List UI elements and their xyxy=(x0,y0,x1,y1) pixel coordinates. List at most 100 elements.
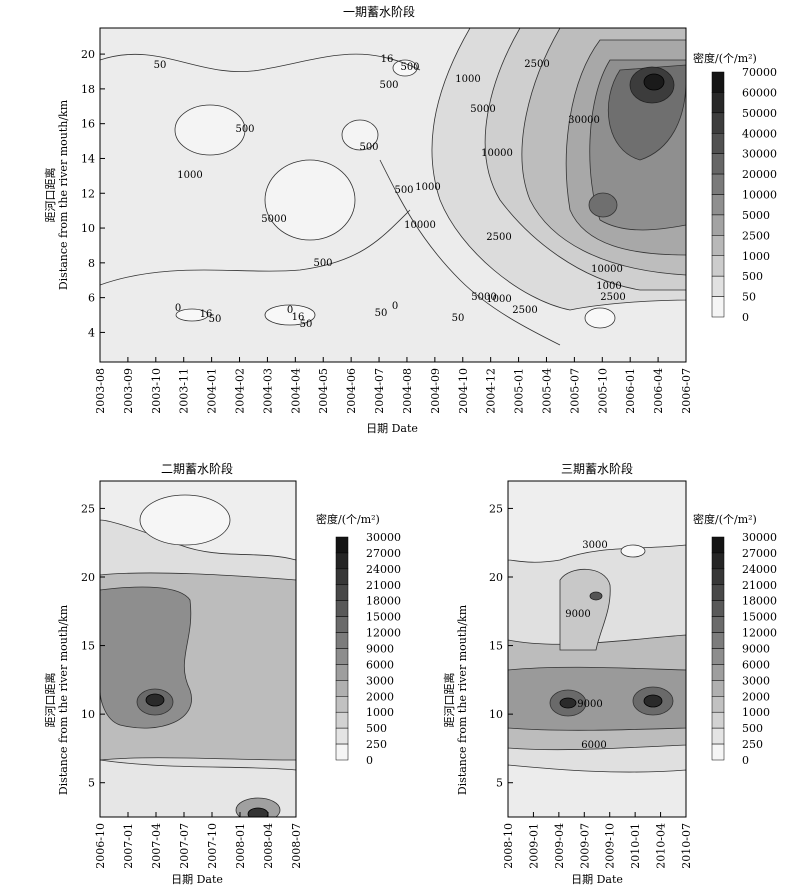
legend-swatch xyxy=(335,727,349,745)
legend-label: 30000 xyxy=(742,148,777,161)
contour-label: 0 xyxy=(175,303,181,314)
y-tick-label: 4 xyxy=(88,326,95,339)
legend-label: 15000 xyxy=(366,611,401,624)
contour-label: 1000 xyxy=(486,294,511,305)
y-tick-label: 14 xyxy=(81,152,95,165)
panel2-frame xyxy=(99,480,297,818)
x-tick-label: 2009-07 xyxy=(578,823,591,869)
legend-label: 12000 xyxy=(742,627,777,640)
x-tick-label: 2009-01 xyxy=(527,823,540,869)
contour-label: 2500 xyxy=(524,59,549,70)
legend-swatch xyxy=(711,92,725,114)
contour-label: 500 xyxy=(400,62,419,73)
x-tick-label: 2006-10 xyxy=(94,823,107,869)
legend-label: 24000 xyxy=(366,563,401,576)
legend-label: 2000 xyxy=(366,690,394,703)
legend-swatch xyxy=(335,632,349,649)
contour-label: 3000 xyxy=(582,540,607,551)
legend-swatch xyxy=(711,112,725,134)
legend-swatch xyxy=(335,680,349,697)
legend-label: 20000 xyxy=(742,168,777,181)
legend-swatch xyxy=(711,664,725,681)
y-tick-label: 10 xyxy=(81,708,95,721)
panel3-legend: 密度/(个/m²) 300002700024000210001800015000… xyxy=(693,512,777,767)
legend-swatch xyxy=(711,296,725,318)
legend-label: 3000 xyxy=(366,674,394,687)
legend-label: 9000 xyxy=(366,643,394,656)
y-tick-label: 25 xyxy=(489,502,503,515)
contour-label: 9000 xyxy=(565,609,590,620)
legend-swatch xyxy=(711,536,725,554)
contour-label: 500 xyxy=(394,185,413,196)
contour-label: 16 xyxy=(292,312,305,323)
legend-label: 500 xyxy=(742,270,763,283)
legend-label: 2500 xyxy=(742,229,770,242)
legend-label: 0 xyxy=(366,754,373,767)
panel2-y-axis: 5 10 15 20 25 xyxy=(81,502,105,790)
legend-swatch xyxy=(711,727,725,745)
legend-swatch xyxy=(711,696,725,713)
panel2-ylabel-cn: 距河口距离 xyxy=(43,673,57,728)
legend-label: 3000 xyxy=(742,674,770,687)
legend-label: 18000 xyxy=(366,595,401,608)
contour-label: 50 xyxy=(154,60,167,71)
legend-swatch xyxy=(711,600,725,617)
legend-label: 30000 xyxy=(366,531,401,544)
panel1-xlabel: 日期 Date xyxy=(366,422,418,435)
contour-label: 9000 xyxy=(577,699,602,710)
legend-label: 0 xyxy=(742,311,749,324)
x-tick-label: 2004-09 xyxy=(429,368,442,414)
legend-swatch xyxy=(711,648,725,665)
x-tick-label: 2005-07 xyxy=(568,368,581,414)
legend-swatch xyxy=(335,616,349,633)
contour-label: 1000 xyxy=(415,182,440,193)
x-tick-label: 2004-08 xyxy=(401,368,414,414)
legend-swatch xyxy=(711,255,725,277)
legend-label: 2000 xyxy=(742,690,770,703)
contour-label: 500 xyxy=(313,258,332,269)
y-tick-label: 10 xyxy=(81,222,95,235)
legend-label: 60000 xyxy=(742,86,777,99)
x-tick-label: 2004-07 xyxy=(373,368,386,414)
legend-swatch xyxy=(711,194,725,216)
legend-label: 12000 xyxy=(366,627,401,640)
x-tick-label: 2003-09 xyxy=(122,368,135,414)
x-tick-label: 2007-07 xyxy=(178,823,191,869)
legend-swatch xyxy=(711,173,725,195)
legend-swatch xyxy=(335,584,349,601)
contour-label: 50 xyxy=(300,319,313,330)
contour-label: 10000 xyxy=(481,148,513,159)
legend-label: 70000 xyxy=(742,66,777,79)
legend-label: 6000 xyxy=(366,658,394,671)
legend-swatch xyxy=(335,664,349,681)
legend-label: 18000 xyxy=(742,595,777,608)
legend-label: 1000 xyxy=(366,706,394,719)
contour-label: 10000 xyxy=(404,220,436,231)
y-tick-label: 15 xyxy=(81,640,95,653)
legend-label: 27000 xyxy=(366,547,401,560)
legend-label: 10000 xyxy=(742,189,777,202)
legend-label: 1000 xyxy=(742,706,770,719)
contour-label: 50 xyxy=(209,314,222,325)
legend-swatch xyxy=(335,648,349,665)
y-tick-label: 8 xyxy=(88,257,95,270)
contour-label: 16 xyxy=(200,309,213,320)
panel3-x-axis: 2008-10 2009-01 2009-04 2009-07 2009-10 2010-… xyxy=(502,812,693,869)
x-tick-label: 2008-07 xyxy=(290,823,303,869)
legend-swatch xyxy=(711,616,725,633)
panel2-title: 二期蓄水阶段 xyxy=(161,461,233,476)
legend-label: 500 xyxy=(742,722,763,735)
panel2-xlabel: 日期 Date xyxy=(171,873,223,886)
x-tick-label: 2004-04 xyxy=(289,368,302,414)
legend-swatch xyxy=(335,696,349,713)
contour-label: 50 xyxy=(452,313,465,324)
panel2-legend: 密度/(个/m²) 300002700024000210001800015000… xyxy=(316,512,401,767)
panel3-legend-title: 密度/(个/m²) xyxy=(693,512,757,526)
panel1-legend: 密度/(个/m²) 700006000050000400003000020000… xyxy=(693,51,777,324)
panel1-legend-title: 密度/(个/m²) xyxy=(693,51,757,65)
legend-label: 5000 xyxy=(742,209,770,222)
panel1-title: 一期蓄水阶段 xyxy=(343,4,415,19)
panel3-contour-labels: 3000 9000 9000 6000 xyxy=(565,540,607,751)
legend-label: 6000 xyxy=(742,658,770,671)
